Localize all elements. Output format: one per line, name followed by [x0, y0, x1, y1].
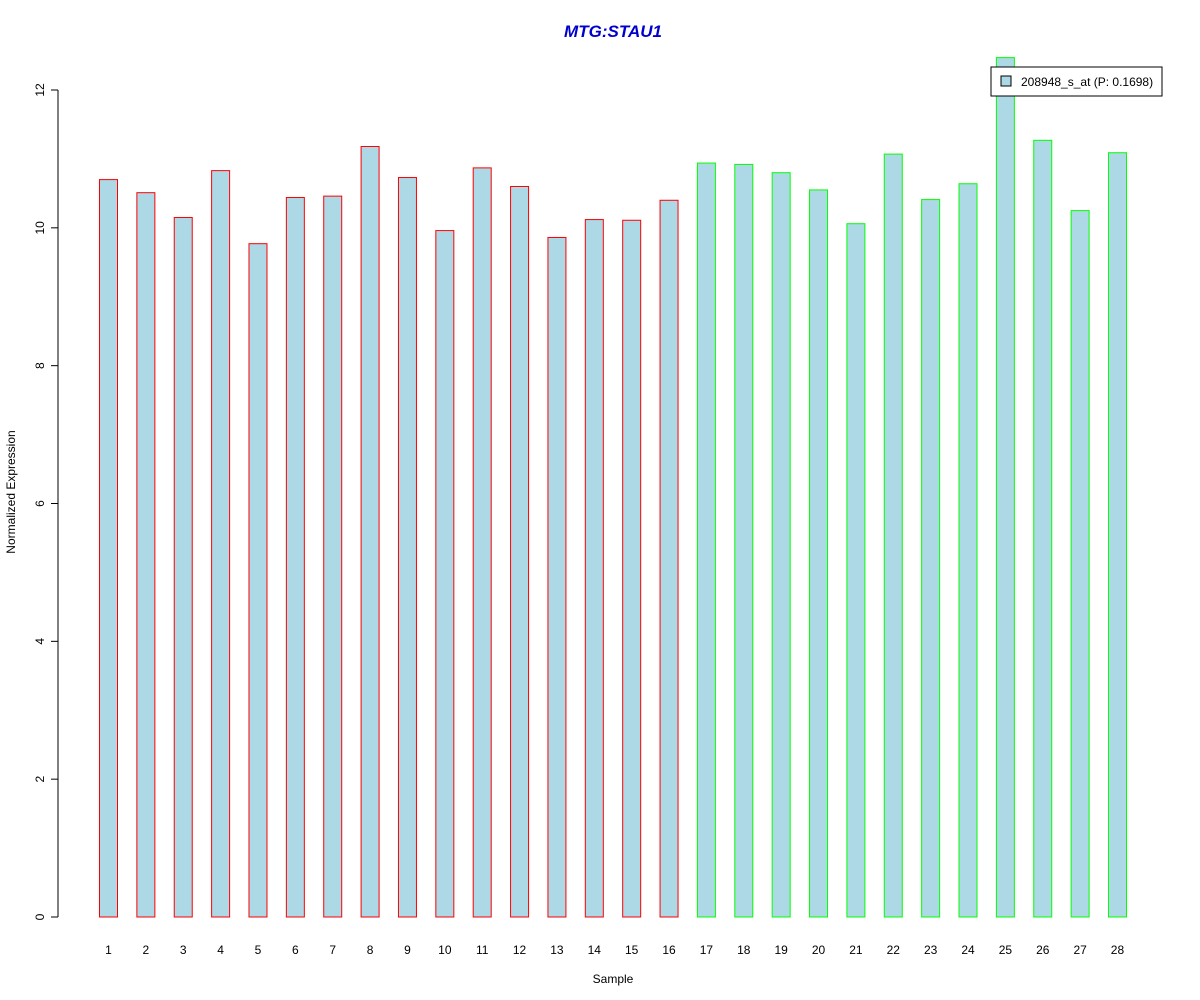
bar-22	[883, 153, 903, 918]
bar-24	[958, 183, 978, 918]
x-tick-label: 24	[961, 943, 975, 957]
bar-8	[360, 146, 380, 918]
x-axis-label: Sample	[593, 972, 634, 986]
x-tick-label: 28	[1111, 943, 1125, 957]
x-tick-label: 22	[887, 943, 901, 957]
bar-7	[323, 195, 343, 918]
x-tick-label: 11	[476, 943, 489, 957]
bar-1	[99, 179, 118, 918]
x-tick-label: 17	[700, 943, 714, 957]
legend-swatch	[1000, 75, 1012, 87]
bar-21	[846, 223, 866, 918]
legend-label: 208948_s_at (P: 0.1698)	[1021, 75, 1153, 89]
bars	[99, 57, 1127, 918]
legend: 208948_s_at (P: 0.1698)	[990, 66, 1163, 97]
x-tick-label: 9	[404, 943, 411, 957]
x-tick-label: 1	[105, 943, 112, 957]
bar-3	[173, 216, 193, 918]
y-tick-label: 8	[33, 362, 47, 369]
x-tick-label: 18	[737, 943, 751, 957]
x-tick-label: 26	[1036, 943, 1050, 957]
x-tick-label: 16	[662, 943, 676, 957]
bar-9	[397, 177, 417, 918]
x-tick-label: 5	[255, 943, 262, 957]
x-tick-label: 4	[217, 943, 224, 957]
x-tick-label: 21	[849, 943, 863, 957]
bar-26	[1033, 139, 1053, 918]
x-tick-label: 25	[999, 943, 1013, 957]
x-tick-label: 8	[367, 943, 374, 957]
y-tick-label: 2	[33, 776, 47, 783]
bar-25	[995, 57, 1015, 918]
x-tick-label: 3	[180, 943, 187, 957]
x-tick-label: 15	[625, 943, 639, 957]
bar-19	[771, 172, 791, 918]
bar-5	[248, 243, 268, 918]
bar-20	[809, 189, 829, 918]
x-tick-label: 20	[812, 943, 826, 957]
bar-12	[510, 185, 530, 918]
bar-2	[136, 192, 156, 918]
bar-11	[472, 167, 492, 918]
legend-box	[990, 66, 1163, 97]
bar-10	[435, 230, 455, 918]
x-tick-label: 13	[550, 943, 564, 957]
chart-title: MTG:STAU1	[564, 22, 662, 41]
y-tick-label: 10	[33, 221, 47, 235]
x-axis: 1 2 3 4 5 6 7 8 9 10 11 12 13 14 15 16 17 18 19 20 21 22 23 24 2…	[105, 943, 1124, 957]
bar-17	[696, 162, 716, 918]
x-tick-label: 10	[438, 943, 452, 957]
bar-15	[622, 219, 642, 918]
bar-6	[285, 197, 305, 918]
x-tick-label: 23	[924, 943, 938, 957]
x-tick-label: 14	[588, 943, 602, 957]
x-tick-label: 12	[513, 943, 527, 957]
x-tick-label: 27	[1073, 943, 1087, 957]
y-tick-label: 0	[33, 913, 47, 920]
bar-13	[547, 236, 567, 918]
y-axis: 0 2 4 6 8 10 12	[33, 83, 59, 920]
y-tick-label: 6	[33, 500, 47, 507]
bar-18	[734, 163, 754, 918]
bar-27	[1070, 210, 1090, 918]
bar-16	[659, 199, 679, 918]
x-tick-label: 2	[143, 943, 150, 957]
y-tick-label: 12	[33, 83, 47, 97]
bar-23	[921, 199, 941, 918]
y-axis-label: Normalized Expression	[4, 430, 18, 553]
bar-4	[211, 170, 231, 918]
bar-28	[1107, 152, 1127, 918]
y-tick-label: 4	[33, 638, 47, 645]
x-tick-label: 6	[292, 943, 299, 957]
x-tick-label: 7	[329, 943, 336, 957]
bar-14	[584, 219, 604, 918]
x-tick-label: 19	[774, 943, 788, 957]
